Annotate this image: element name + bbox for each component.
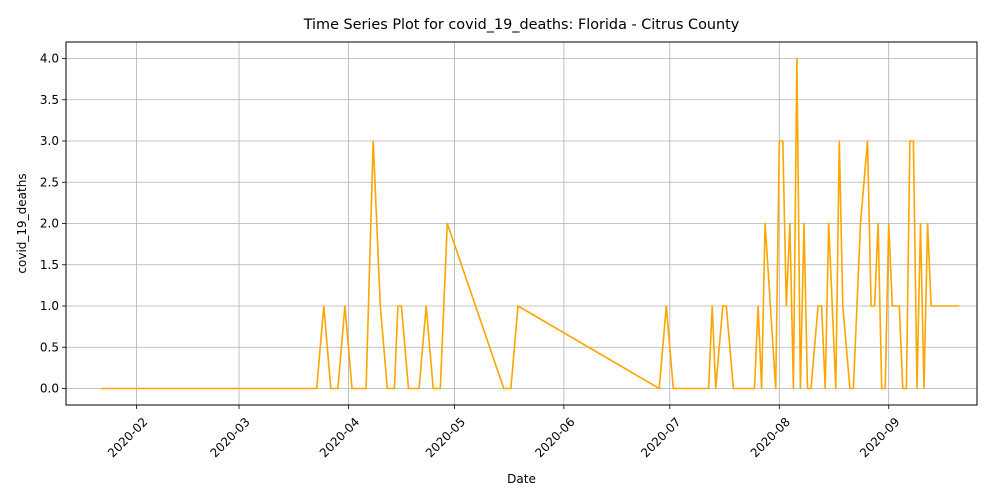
y-tick-label: 2.5 — [40, 175, 59, 189]
y-tick-label: 0.0 — [40, 382, 59, 396]
chart-title: Time Series Plot for covid_19_deaths: Fl… — [303, 17, 740, 33]
y-tick-label: 0.5 — [40, 340, 59, 354]
y-tick-label: 1.5 — [40, 258, 59, 272]
x-axis-title: Date — [507, 472, 536, 486]
y-tick-label: 3.5 — [40, 93, 59, 107]
y-tick-label: 4.0 — [40, 52, 59, 66]
y-tick-label: 3.0 — [40, 134, 59, 148]
y-axis-title: covid_19_deaths — [15, 173, 29, 273]
series-layer — [101, 57, 960, 390]
y-tick-label: 2.0 — [40, 217, 59, 231]
y-tick-label: 1.0 — [40, 299, 59, 313]
series-line — [101, 57, 960, 390]
